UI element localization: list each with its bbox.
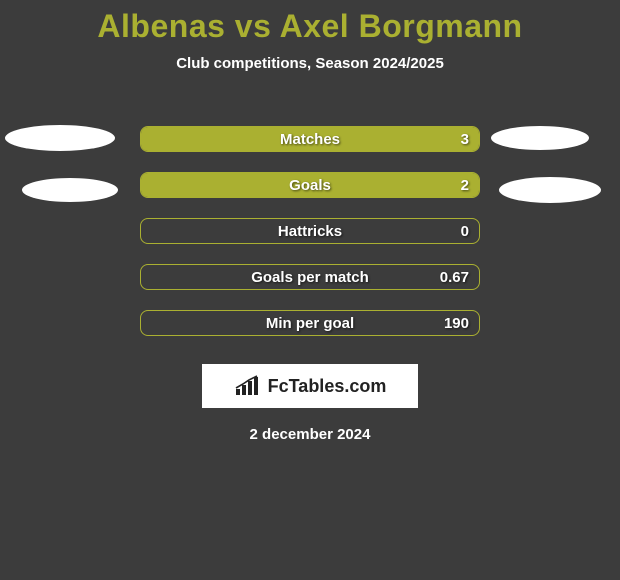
stat-value-right: 3 — [461, 131, 469, 148]
stat-label: Min per goal — [266, 315, 354, 332]
player-left-photo — [22, 178, 118, 202]
stat-bar: Min per goal 190 — [140, 310, 480, 336]
date-line: 2 december 2024 — [0, 426, 620, 443]
stat-label: Matches — [280, 131, 340, 148]
stat-label: Goals per match — [251, 269, 369, 286]
stats-area: Matches 3 Goals 2 Hattricks 0 Goals per match 0… — [0, 116, 620, 346]
stat-bar: Goals per match 0.67 — [140, 264, 480, 290]
stat-value-right: 0.67 — [440, 269, 469, 286]
stat-row: Hattricks 0 — [0, 208, 620, 254]
page-subtitle: Club competitions, Season 2024/2025 — [0, 55, 620, 72]
stat-row: Min per goal 190 — [0, 300, 620, 346]
stat-bar: Goals 2 — [140, 172, 480, 198]
player-left-photo — [5, 125, 115, 151]
logo-box: FcTables.com — [202, 364, 418, 408]
stat-value-right: 2 — [461, 177, 469, 194]
page-title: Albenas vs Axel Borgmann — [0, 0, 620, 45]
stat-label: Goals — [289, 177, 331, 194]
stat-value-right: 190 — [444, 315, 469, 332]
stat-bar: Matches 3 — [140, 126, 480, 152]
player-right-photo — [491, 126, 589, 150]
chart-icon — [234, 375, 262, 397]
stat-value-right: 0 — [461, 223, 469, 240]
stat-row: Goals per match 0.67 — [0, 254, 620, 300]
logo-text: FcTables.com — [268, 376, 387, 397]
stat-bar: Hattricks 0 — [140, 218, 480, 244]
player-right-photo — [499, 177, 601, 203]
stat-label: Hattricks — [278, 223, 342, 240]
